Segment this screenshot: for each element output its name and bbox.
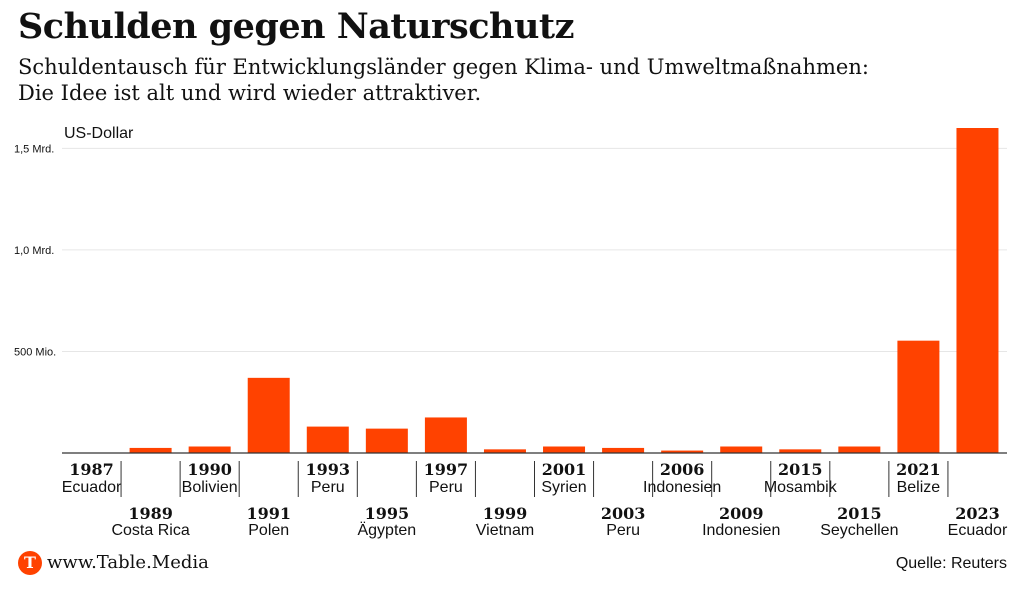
- subtitle-line-1: Schuldentausch für Entwicklungsländer ge…: [18, 55, 869, 79]
- x-tick-year-label: 1987: [69, 460, 114, 479]
- x-tick-country-label: Indonesien: [702, 522, 780, 539]
- x-tick-year-label: 1997: [424, 460, 469, 479]
- bar: [779, 449, 822, 453]
- x-tick-country-label: Bolivien: [182, 479, 238, 496]
- x-tick-year-label: 1995: [365, 504, 410, 523]
- bar: [483, 449, 526, 453]
- x-tick-year-label: 1993: [306, 460, 351, 479]
- x-tick-country-label: Ägypten: [357, 521, 416, 539]
- chart-title: Schulden gegen Naturschutz: [18, 6, 574, 47]
- x-tick-year-label: 1989: [128, 504, 173, 523]
- x-tick-country-label: Ecuador: [62, 479, 122, 496]
- y-tick-label: 1,5 Mrd.: [14, 143, 54, 155]
- x-tick-country-label: Costa Rica: [111, 522, 189, 539]
- bar: [956, 128, 999, 453]
- gridlines: [62, 147, 1007, 352]
- bar: [602, 447, 645, 453]
- bar: [247, 377, 290, 453]
- x-tick-year-label: 2015: [837, 504, 882, 523]
- x-tick-year-label: 2003: [601, 504, 646, 523]
- x-tick-country-label: Syrien: [541, 479, 586, 496]
- bars: [129, 128, 999, 453]
- axes: US-Dollar 500 Mio. 1,0 Mrd. 1,5 Mrd.: [14, 125, 1007, 454]
- x-tick-year-label: 2021: [896, 460, 941, 479]
- bar: [424, 417, 467, 453]
- x-tick-year-label: 2009: [719, 504, 764, 523]
- x-tick-country-label: Peru: [606, 522, 640, 539]
- x-tick-year-label: 2023: [955, 504, 1000, 523]
- x-tick-country-label: Seychellen: [820, 522, 898, 539]
- y-axis-unit-label: US-Dollar: [64, 125, 134, 142]
- x-tick-country-label: Polen: [248, 522, 289, 539]
- footer-site: www.Table.Media: [47, 552, 209, 573]
- y-tick-label: 500 Mio.: [14, 346, 56, 358]
- x-tick-year-label: 1990: [187, 460, 232, 479]
- bar: [661, 450, 704, 453]
- table-media-logo-icon: T: [18, 551, 42, 575]
- x-tick-year-label: 2006: [660, 460, 705, 479]
- x-tick-country-label: Indonesien: [643, 479, 721, 496]
- bar: [306, 426, 349, 453]
- x-tick-country-label: Belize: [897, 479, 941, 496]
- bar: [365, 428, 408, 453]
- x-tick-country-label: Peru: [311, 479, 345, 496]
- x-tick-year-label: 1999: [483, 504, 528, 523]
- x-tick-country-label: Vietnam: [476, 522, 534, 539]
- bar: [897, 340, 940, 453]
- bar: [129, 447, 172, 453]
- bar: [720, 446, 763, 453]
- x-tick-year-label: 1991: [246, 504, 291, 523]
- x-tick-country-label: Ecuador: [948, 522, 1008, 539]
- subtitle-line-2: Die Idee ist alt und wird wieder attrakt…: [18, 81, 482, 105]
- footer-source: Quelle: Reuters: [895, 555, 1007, 572]
- bar: [838, 446, 881, 453]
- x-tick-year-label: 2001: [542, 460, 587, 479]
- bar: [543, 446, 586, 453]
- y-tick-label: 1,0 Mrd.: [14, 245, 54, 257]
- chart-subtitle: Schuldentausch für Entwicklungsländer ge…: [18, 54, 1008, 106]
- x-tick-country-label: Peru: [429, 479, 463, 496]
- x-tick-year-label: 2015: [778, 460, 823, 479]
- x-tick-country-label: Mosambik: [764, 479, 838, 496]
- bar: [188, 446, 231, 453]
